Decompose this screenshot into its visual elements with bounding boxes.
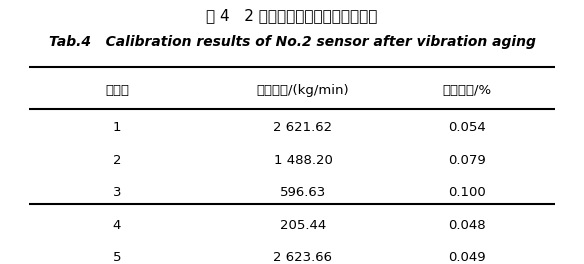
Text: 2 621.62: 2 621.62 [273, 121, 332, 134]
Text: 0.100: 0.100 [448, 186, 486, 199]
Text: 平均误差/%: 平均误差/% [443, 84, 492, 97]
Text: 5: 5 [113, 251, 121, 264]
Text: 1: 1 [113, 121, 121, 134]
Text: 表 4   2 号传感器振动时效后标定结果: 表 4 2 号传感器振动时效后标定结果 [206, 8, 378, 23]
Text: 平均流量/(kg/min): 平均流量/(kg/min) [256, 84, 349, 97]
Text: 596.63: 596.63 [280, 186, 326, 199]
Text: 1 488.20: 1 488.20 [273, 154, 332, 167]
Text: 4: 4 [113, 219, 121, 232]
Text: 0.048: 0.048 [448, 219, 486, 232]
Text: 2 623.66: 2 623.66 [273, 251, 332, 264]
Text: 0.054: 0.054 [448, 121, 486, 134]
Text: 205.44: 205.44 [280, 219, 326, 232]
Text: 3: 3 [113, 186, 121, 199]
Text: 0.049: 0.049 [448, 251, 486, 264]
Text: 流量点: 流量点 [105, 84, 129, 97]
Text: 0.079: 0.079 [448, 154, 486, 167]
Text: 2: 2 [113, 154, 121, 167]
Text: Tab.4   Calibration results of No.2 sensor after vibration aging: Tab.4 Calibration results of No.2 sensor… [48, 35, 536, 49]
